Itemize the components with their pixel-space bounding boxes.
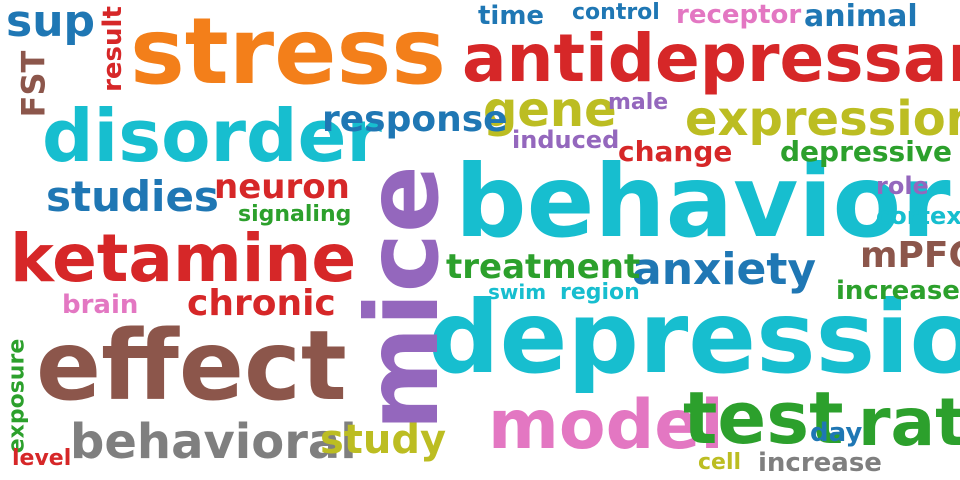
word-role: role bbox=[876, 172, 929, 200]
word-level: level bbox=[12, 446, 72, 471]
word-neuron: neuron bbox=[214, 167, 350, 207]
word-FST: FST bbox=[14, 50, 53, 118]
word-result: result bbox=[97, 6, 128, 92]
word-behavioral: behavioral bbox=[70, 414, 357, 470]
word-control: control bbox=[572, 0, 660, 25]
word-chronic: chronic bbox=[187, 283, 336, 324]
word-mice: mice bbox=[343, 165, 461, 431]
word-depressive: depressive bbox=[780, 135, 953, 168]
word-studies: studies bbox=[46, 172, 219, 221]
word-antidepressant: antidepressant bbox=[462, 20, 960, 97]
word-study: study bbox=[320, 417, 447, 463]
word-cell: cell bbox=[698, 450, 742, 475]
word-male: male bbox=[608, 90, 669, 115]
word-stress: stress bbox=[130, 0, 447, 105]
word-treatment: treatment bbox=[446, 247, 641, 287]
word-ketamine: ketamine bbox=[10, 220, 357, 297]
word-change: change bbox=[618, 135, 733, 168]
word-depression: depression bbox=[428, 279, 960, 396]
word-day: day bbox=[810, 418, 863, 448]
word-test: test bbox=[683, 376, 844, 460]
word-rat: rat bbox=[858, 384, 960, 461]
word-brain: brain bbox=[62, 290, 139, 320]
word-swim: swim bbox=[488, 280, 547, 304]
word-receptor: receptor bbox=[676, 0, 802, 30]
word-behavior: behavior bbox=[455, 143, 951, 260]
word-mPFC: mPFC bbox=[860, 235, 960, 276]
word-signaling: signaling bbox=[238, 202, 352, 227]
word-region: region bbox=[560, 280, 640, 305]
word-increased: increased bbox=[836, 276, 960, 306]
word-gene: gene bbox=[483, 82, 617, 138]
word-model: model bbox=[488, 386, 724, 465]
word-effect: effect bbox=[36, 310, 347, 422]
word-sup: sup bbox=[6, 0, 96, 47]
word-time: time bbox=[478, 1, 545, 31]
word-cortex: cortex bbox=[876, 202, 960, 230]
word-animal: animal bbox=[804, 0, 918, 34]
word-expression: expression bbox=[685, 91, 960, 147]
word-increase: increase bbox=[758, 448, 882, 478]
word-disorder: disorder bbox=[42, 94, 382, 178]
word-response: response bbox=[322, 99, 508, 140]
word-exposure: exposure bbox=[4, 338, 30, 454]
word-anxiety: anxiety bbox=[632, 244, 817, 295]
word-induced: induced bbox=[512, 126, 620, 154]
